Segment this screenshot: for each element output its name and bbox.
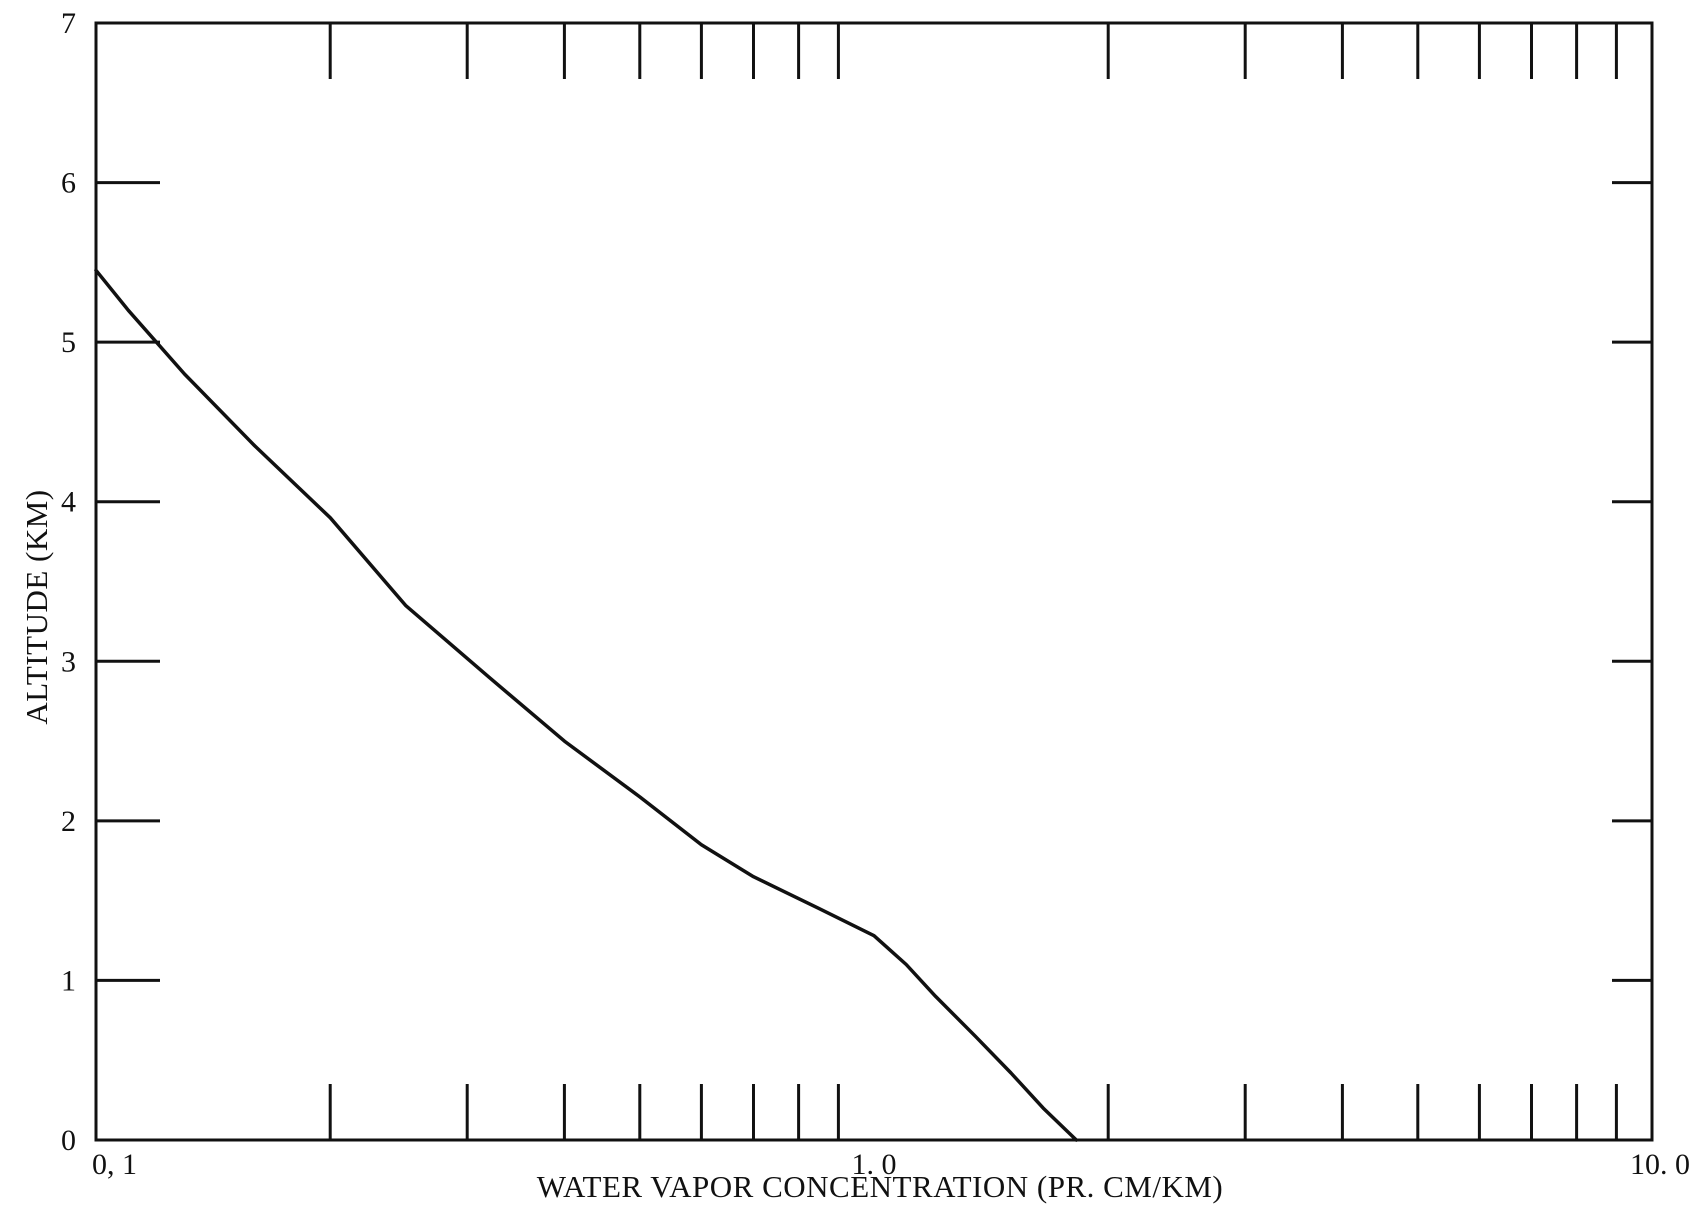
y-tick-label: 3 — [61, 645, 76, 678]
x-tick-label: 0, 1 — [92, 1148, 137, 1181]
x-tick-label: 1. 0 — [852, 1148, 897, 1181]
x-tick-label: 10. 0 — [1630, 1148, 1690, 1181]
plot-border — [94, 21, 1654, 1142]
y-tick-label: 0 — [61, 1124, 76, 1157]
tick-labels: 0 1 2 3 4 5 6 7 0, 1 1. 0 10. 0 — [61, 7, 1690, 1181]
y-tick-label: 5 — [61, 326, 76, 359]
series-line-altitude-profile — [94, 268, 1079, 1142]
y-tick-label: 2 — [61, 805, 76, 838]
y-tick-label: 6 — [61, 167, 76, 200]
y-tick-label: 7 — [61, 7, 76, 40]
series-layer — [94, 268, 1079, 1142]
x-axis-title: WATER VAPOR CONCENTRATION (PR. CM/KM) — [537, 1169, 1224, 1204]
plot-frame — [94, 21, 1654, 1142]
y-axis-title: ALTITUDE (KM) — [19, 489, 54, 724]
y-tick-label: 1 — [61, 964, 76, 997]
axis-ticks — [96, 23, 1652, 1140]
y-tick-label: 4 — [61, 486, 76, 519]
